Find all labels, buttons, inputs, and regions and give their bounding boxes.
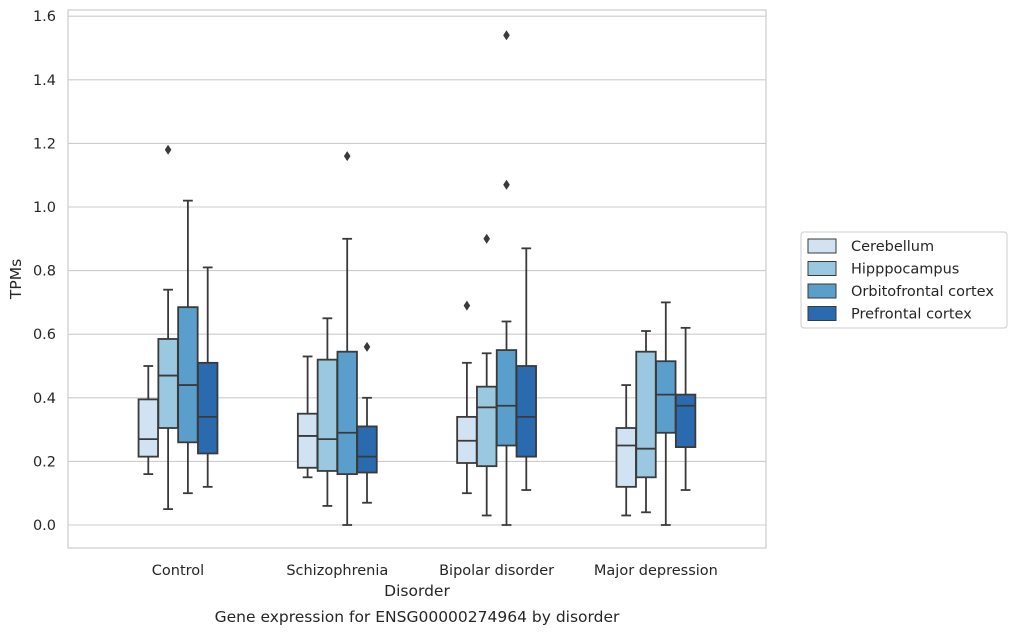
box-bipolar-disorder-prefrontal-cortex <box>515 247 537 491</box>
legend-frame <box>800 231 1008 329</box>
y-tick-label: 1.4 <box>33 73 56 89</box>
iqr-box <box>515 365 537 458</box>
legend-label: Cerebellum <box>851 239 934 255</box>
outlier-point <box>343 151 351 162</box>
box-bipolar-disorder-cerebellum <box>456 300 478 495</box>
iqr-box <box>635 350 657 479</box>
x-tick-label: Major depression <box>594 563 718 579</box>
box-major-depression-hipppocampus <box>635 330 657 514</box>
y-tick-label: 0.8 <box>33 264 56 280</box>
iqr-box <box>137 398 159 458</box>
iqr-box <box>336 350 358 476</box>
box-bipolar-disorder-hipppocampus <box>476 233 498 517</box>
box-major-depression-orbitofrontal-cortex <box>655 301 677 526</box>
iqr-box <box>356 425 378 474</box>
y-tick-label: 0.2 <box>33 454 56 470</box>
x-axis-label: Disorder <box>384 582 450 600</box>
iqr-box <box>296 412 319 469</box>
box-bipolar-disorder-orbitofrontal-cortex <box>495 30 518 526</box>
legend-label: Orbitofrontal cortex <box>851 284 994 300</box>
iqr-box <box>674 393 697 448</box>
outlier-point <box>503 30 510 41</box>
box-control-prefrontal-cortex <box>197 266 219 488</box>
x-tick-label: Control <box>152 563 204 579</box>
outlier-point <box>463 300 471 311</box>
outlier-point <box>503 179 510 190</box>
box-schizophrenia-orbitofrontal-cortex <box>336 151 358 526</box>
x-tick-labels: Control Schizophrenia Bipolar disorder Majo… <box>152 563 718 579</box>
y-tick-label: 0.4 <box>33 391 56 407</box>
box-control-hipppocampus <box>157 144 179 511</box>
iqr-box <box>615 427 637 488</box>
chart-caption: Gene expression for ENSG00000274964 by d… <box>215 608 620 626</box>
y-tick-label: 0.6 <box>33 327 56 343</box>
x-tick-label: Bipolar disorder <box>439 563 554 579</box>
box-major-depression-prefrontal-cortex <box>674 326 697 491</box>
outlier-point <box>363 341 371 352</box>
outlier-point <box>164 144 172 155</box>
iqr-box <box>495 349 518 447</box>
box-groups <box>137 30 697 526</box>
iqr-box <box>655 360 677 434</box>
legend-swatch <box>807 261 837 276</box>
y-tick-label: 1.2 <box>33 136 56 152</box>
y-tick-label: 0.0 <box>33 518 56 534</box>
legend: Cerebellum Hipppocampus Orbitofrontal cort… <box>800 231 1008 329</box>
box-control-cerebellum <box>137 365 159 476</box>
box-schizophrenia-prefrontal-cortex <box>356 341 378 504</box>
y-tick-labels: 0.0 0.2 0.4 0.6 0.8 1.0 1.2 1.4 1.6 <box>33 9 56 534</box>
iqr-box <box>316 358 339 472</box>
plot-frame <box>67 9 767 549</box>
outlier-point <box>483 233 490 244</box>
box-schizophrenia-cerebellum <box>296 355 319 479</box>
legend-swatch <box>807 306 837 321</box>
legend-label: Hipppocampus <box>851 262 959 278</box>
iqr-box <box>157 338 179 429</box>
y-tick-label: 1.6 <box>33 9 56 25</box>
x-tick-label: Schizophrenia <box>286 563 388 579</box>
box-control-orbitofrontal-cortex <box>177 199 199 495</box>
legend-swatch <box>807 283 837 299</box>
y-axis-label: TPMs <box>7 259 25 300</box>
iqr-box <box>197 361 219 455</box>
box-major-depression-cerebellum <box>615 384 637 517</box>
iqr-box <box>476 385 498 468</box>
legend-label: Prefrontal cortex <box>851 307 972 323</box>
y-tick-label: 1.0 <box>33 200 56 216</box>
grid-lines <box>68 15 766 526</box>
box-schizophrenia-hipppocampus <box>316 317 339 507</box>
iqr-box <box>177 306 199 444</box>
legend-swatch <box>807 238 837 254</box>
